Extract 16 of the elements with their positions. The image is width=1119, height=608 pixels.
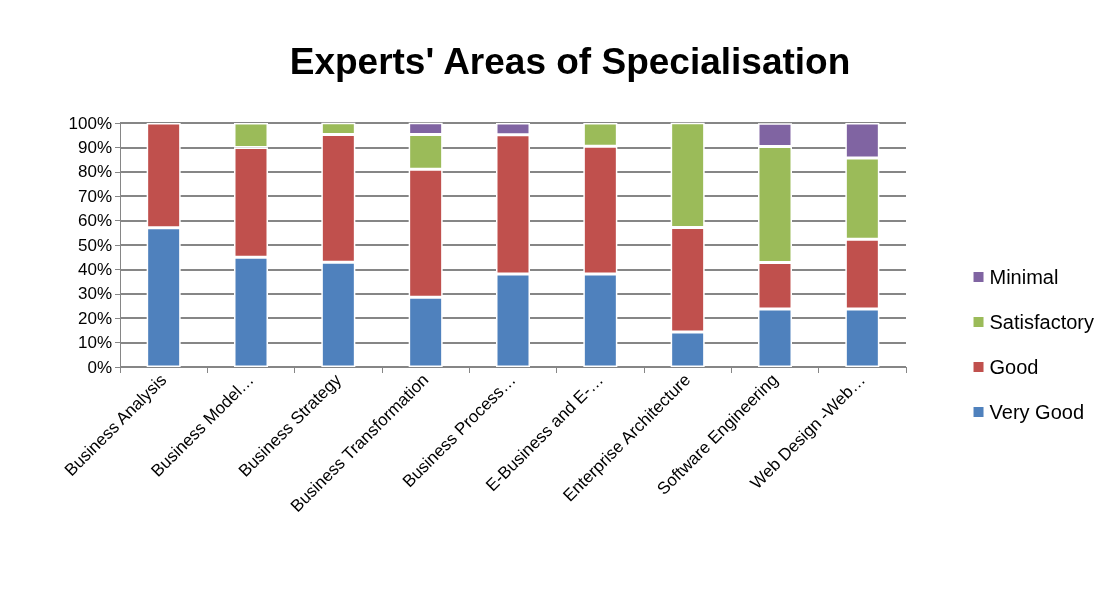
y-tick-label: 70% bbox=[77, 186, 112, 206]
y-tick-label: 40% bbox=[77, 259, 112, 279]
y-tick-label: 50% bbox=[77, 235, 112, 255]
legend-label: Minimal bbox=[989, 266, 1059, 288]
y-tick-label: 100% bbox=[68, 113, 112, 133]
y-tick-label: 0% bbox=[87, 357, 112, 377]
y-tick-label: 20% bbox=[77, 308, 112, 328]
legend-label: Very Good bbox=[989, 401, 1085, 423]
y-tick-label: 90% bbox=[77, 137, 112, 157]
y-tick-label: 60% bbox=[77, 211, 112, 231]
y-tick-label: 80% bbox=[77, 162, 112, 182]
y-tick-label: 30% bbox=[77, 284, 112, 304]
legend-label: Good bbox=[989, 356, 1039, 378]
legend-label: Satisfactory bbox=[989, 311, 1094, 333]
y-tick-label: 10% bbox=[77, 333, 112, 353]
chart-title: Experts' Areas of Specialisation bbox=[289, 41, 851, 82]
